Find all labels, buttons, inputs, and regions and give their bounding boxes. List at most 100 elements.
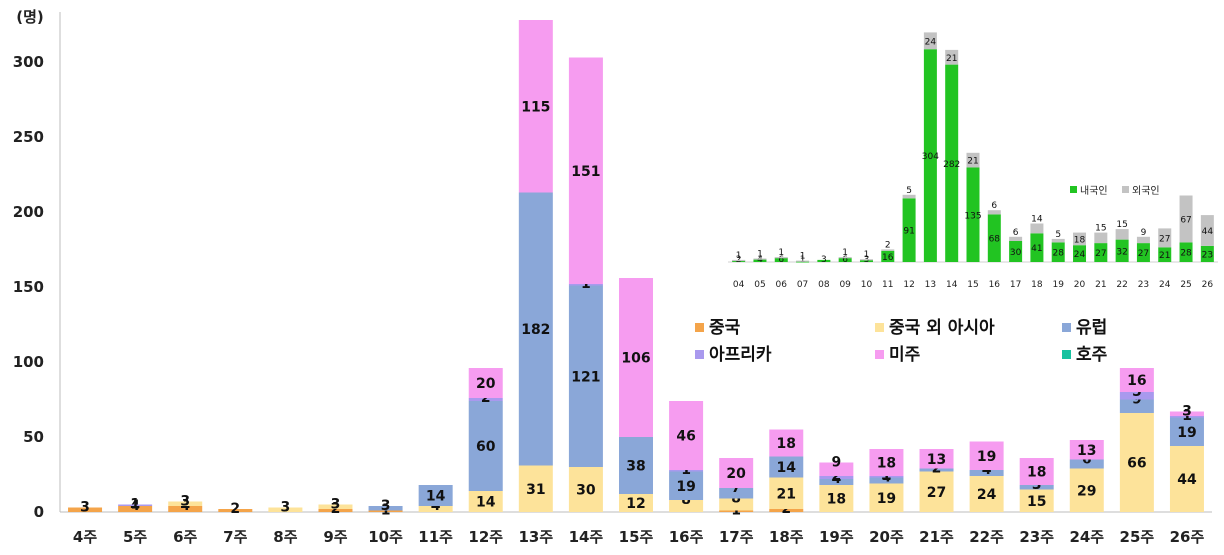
- bar-segment: [919, 471, 954, 512]
- bar-value-label: 19: [676, 479, 695, 495]
- bar-value-label: 29: [1077, 483, 1096, 499]
- bar-value-label: 15: [1027, 494, 1046, 510]
- inset-x-tick-label: 21: [1095, 280, 1106, 290]
- bar-segment: [719, 498, 754, 511]
- inset-legend-swatch: [1070, 186, 1077, 193]
- legend-label: 유럽: [1076, 318, 1107, 338]
- bar-segment: [518, 20, 553, 193]
- bar-value-label: 1: [130, 497, 140, 513]
- x-tick-label: 22주: [969, 528, 1004, 546]
- bar-segment: [168, 506, 203, 512]
- inset-bar-segment: [966, 167, 980, 262]
- bar-value-label: 20: [726, 466, 746, 482]
- bar-value-label: 27: [927, 485, 946, 501]
- inset-bar-segment: [1158, 247, 1172, 262]
- inset-bar-segment: [732, 259, 746, 262]
- inset-bar-value-label: 9: [1141, 228, 1147, 238]
- bar-segment: [118, 506, 153, 512]
- inset-x-tick-label: 11: [882, 280, 893, 290]
- bar-segment: [1069, 440, 1104, 460]
- bar-segment: [769, 456, 804, 478]
- inset-x-tick-label: 06: [776, 280, 788, 290]
- bar-segment: [268, 507, 303, 512]
- x-tick-label: 6주: [173, 528, 197, 546]
- x-tick-label: 5주: [123, 528, 147, 546]
- inset-bar-segment: [753, 259, 767, 262]
- inset-bar-value-label: 1: [736, 251, 742, 261]
- inset-bar-value-label: 91: [903, 227, 914, 237]
- inset-bar-value-label: 24: [925, 37, 937, 47]
- inset-bar-value-label: 67: [1180, 215, 1191, 225]
- inset-x-tick-label: 15: [967, 280, 978, 290]
- bar-segment: [1069, 468, 1104, 512]
- inset-legend-label: 외국인: [1132, 185, 1160, 197]
- inset-x-tick-label: 12: [903, 280, 914, 290]
- bar-segment: [1169, 417, 1204, 446]
- inset-bar-value-label: 14: [1031, 215, 1043, 225]
- x-tick-label: 26주: [1170, 528, 1205, 546]
- inset-bar-value-label: 24: [1074, 250, 1086, 260]
- y-tick-label: 0: [34, 503, 44, 521]
- x-tick-label: 19주: [819, 528, 854, 546]
- bar-value-label: 151: [571, 164, 600, 180]
- bar-value-label: 182: [521, 322, 550, 338]
- inset-bar-value-label: 15: [1116, 220, 1127, 230]
- bar-value-label: 9: [831, 455, 841, 471]
- x-tick-label: 13주: [518, 528, 553, 546]
- inset-legend-swatch: [1122, 186, 1129, 193]
- inset-bar-value-label: 5: [1055, 230, 1061, 240]
- inset-bar-value-label: 3: [821, 255, 827, 265]
- bar-segment: [1069, 459, 1104, 469]
- inset-bar-value-label: 6: [1013, 228, 1019, 238]
- inset-bar-segment: [1030, 223, 1044, 234]
- bar-value-label: 3: [331, 497, 341, 513]
- inset-bar-value-label: 44: [1202, 227, 1214, 237]
- bar-value-label: 2: [230, 501, 240, 517]
- bar-value-label: 31: [526, 482, 545, 498]
- inset-bar-value-label: 28: [1052, 249, 1064, 259]
- inset-bar-segment: [1009, 236, 1023, 241]
- bar-segment: [769, 429, 804, 457]
- bar-segment: [719, 488, 754, 499]
- inset-bar-value-label: 21: [946, 54, 957, 64]
- legend-label: 호주: [1076, 345, 1108, 365]
- inset-bar-segment: [838, 257, 852, 259]
- bar-segment: [568, 467, 603, 512]
- inset-bar-segment: [796, 261, 810, 263]
- bar-segment: [518, 465, 553, 512]
- inset-bar-value-label: 6: [778, 255, 784, 265]
- bar-value-label: 121: [571, 369, 600, 385]
- inset-bar-value-label: 27: [1138, 249, 1149, 259]
- inset-bar-value-label: 18: [1074, 235, 1086, 245]
- bar-segment: [619, 494, 653, 512]
- inset-bar-segment: [1158, 228, 1172, 248]
- inset-x-tick-label: 13: [925, 280, 936, 290]
- bar-value-label: 18: [827, 492, 846, 508]
- inset-bar-segment: [923, 49, 937, 263]
- bar-segment: [819, 485, 854, 512]
- inset-x-tick-label: 05: [754, 280, 765, 290]
- x-tick-label: 24주: [1069, 528, 1104, 546]
- inset-bar-segment: [1051, 242, 1065, 262]
- x-tick-label: 14주: [569, 528, 604, 546]
- inset-x-tick-label: 20: [1074, 280, 1086, 290]
- inset-x-tick-label: 26: [1202, 280, 1214, 290]
- inset-bar-value-label: 15: [1095, 224, 1106, 234]
- inset-bar-segment: [1094, 243, 1108, 262]
- x-tick-label: 4주: [73, 528, 97, 546]
- bar-segment: [568, 285, 603, 467]
- bar-value-label: 30: [576, 483, 596, 499]
- bar-segment: [68, 507, 103, 512]
- inset-bar-segment: [774, 257, 788, 259]
- bar-value-label: 106: [621, 351, 650, 367]
- inset-bar-value-label: 135: [964, 211, 981, 221]
- inset-x-tick-label: 16: [989, 280, 1001, 290]
- bar-segment: [669, 470, 704, 472]
- inset-bar-value-label: 282: [943, 160, 960, 170]
- bar-segment: [869, 483, 904, 512]
- bar-segment: [969, 476, 1004, 512]
- inset-bar-segment: [1073, 245, 1087, 262]
- bar-segment: [619, 437, 653, 494]
- inset-bar-value-label: 16: [882, 253, 894, 263]
- inset-bar-segment: [732, 260, 746, 262]
